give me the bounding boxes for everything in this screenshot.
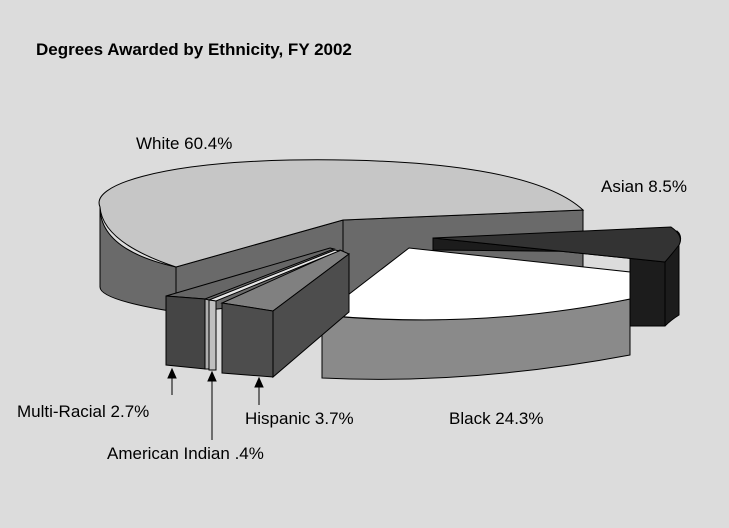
label-american-indian: American Indian .4% [107, 444, 264, 463]
chart-title: Degrees Awarded by Ethnicity, FY 2002 [36, 40, 352, 59]
label-black: Black 24.3% [449, 409, 544, 428]
slice-hispanic [220, 249, 350, 379]
slice-multi-racial-right-face [204, 298, 210, 370]
slice-hispanic-right [272, 253, 350, 379]
slice-black-top [320, 247, 631, 321]
slice-multi-racial-front [165, 295, 206, 370]
label-asian: Asian 8.5% [601, 177, 687, 196]
slice-white-top [98, 159, 585, 268]
slice-hispanic-front [221, 302, 274, 378]
slice-multi-racial [165, 247, 336, 370]
label-hispanic: Hispanic 3.7% [245, 409, 354, 428]
arrow-american-indian [207, 370, 217, 382]
slice-asian [432, 226, 682, 327]
label-white: White 60.4% [136, 134, 232, 153]
slice-black [320, 247, 631, 380]
slice-american-indian-front [208, 299, 217, 371]
label-multi-racial: Multi-Racial 2.7% [17, 402, 149, 421]
slice-asian-top [432, 226, 681, 263]
arrow-multi-racial [167, 367, 177, 379]
arrow-hispanic [254, 376, 264, 388]
slice-american-indian [207, 249, 341, 371]
